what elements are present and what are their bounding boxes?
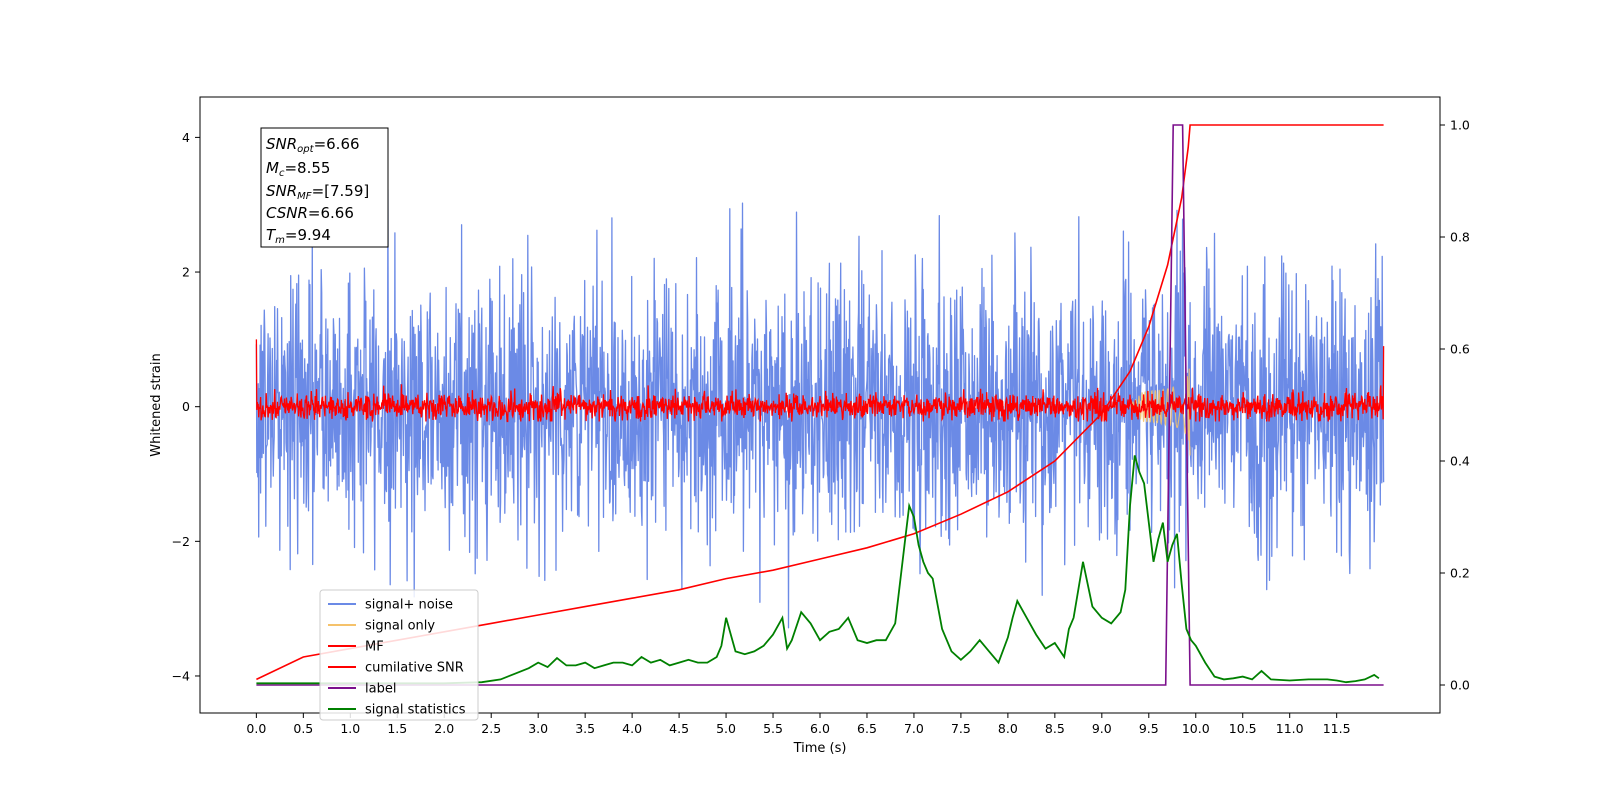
x-tick-label: 5.0	[716, 721, 736, 736]
y-tick-label: −2	[172, 534, 190, 549]
x-tick-label: 11.0	[1276, 721, 1304, 736]
annotation-box: SNRopt=6.66 Mc=8.55 SNRMF=[7.59] CSNR=6.…	[260, 127, 389, 248]
x-tick-label: 0.0	[246, 721, 266, 736]
y2-tick-label: 0.2	[1450, 566, 1470, 581]
y2-tick-label: 0.6	[1450, 342, 1470, 357]
legend-label: signal statistics	[365, 703, 466, 718]
x-tick-label: 8.5	[1045, 721, 1065, 736]
y-tick-label: −4	[172, 668, 190, 683]
x-tick-label: 0.5	[293, 721, 313, 736]
x-tick-label: 4.5	[669, 721, 689, 736]
legend-label: signal+ noise	[365, 598, 453, 613]
y-axis-label: Whitened strain	[149, 353, 164, 456]
x-axis-label: Time (s)	[793, 741, 847, 756]
x-tick-label: 3.5	[575, 721, 595, 736]
y-tick-label: 2	[182, 265, 190, 280]
x-tick-label: 1.5	[387, 721, 407, 736]
y-tick-label: 4	[182, 130, 190, 145]
x-tick-label: 9.5	[1139, 721, 1159, 736]
y2-tick-label: 0.0	[1450, 678, 1470, 693]
y-tick-label: 0	[182, 399, 190, 414]
legend: signal+ noise signal only MF cumilative SNR…	[319, 589, 479, 721]
x-tick-label: 9.0	[1092, 721, 1112, 736]
x-tick-label: 2.0	[434, 721, 454, 736]
y2-axis-ticks: 0.0 0.2 0.4 0.6 0.8 1.0	[1440, 118, 1470, 693]
x-tick-label: 7.5	[951, 721, 971, 736]
label-line	[256, 124, 1384, 686]
annotation-tm: Tm=9.94	[266, 226, 331, 246]
x-tick-label: 1.0	[340, 721, 360, 736]
x-tick-label: 2.5	[481, 721, 501, 736]
y2-tick-label: 0.4	[1450, 454, 1470, 469]
x-tick-label: 5.5	[763, 721, 783, 736]
y-axis-ticks: −4 −2 0 2 4	[172, 130, 200, 683]
x-tick-label: 6.5	[857, 721, 877, 736]
annotation-mc: Mc=8.55	[266, 159, 330, 179]
y2-tick-label: 1.0	[1450, 118, 1470, 133]
annotation-snr-mf: SNRMF=[7.59]	[266, 182, 369, 202]
x-tick-label: 11.5	[1323, 721, 1351, 736]
legend-frame	[319, 589, 479, 721]
legend-label: cumilative SNR	[365, 661, 464, 676]
signal-statistics-line	[256, 455, 1380, 685]
x-tick-label: 4.0	[622, 721, 642, 736]
legend-label: label	[365, 682, 396, 697]
x-axis-ticks: 0.0 0.5 1.0 1.5 2.0 2.5 3.0 3.5 4.0 4.5 5.0 5.5 6.0 6…	[246, 713, 1351, 736]
x-tick-label: 3.0	[528, 721, 548, 736]
mf-line	[255, 339, 1385, 423]
annotation-snr-opt: SNRopt=6.66	[266, 135, 360, 155]
x-tick-label: 8.0	[998, 721, 1018, 736]
annotation-csnr: CSNR=6.66	[266, 204, 354, 222]
annotation-frame	[260, 127, 389, 248]
x-tick-label: 10.0	[1182, 721, 1210, 736]
legend-label: MF	[365, 640, 384, 655]
x-tick-label: 6.0	[810, 721, 830, 736]
legend-label: signal only	[365, 619, 435, 634]
x-tick-label: 7.0	[904, 721, 924, 736]
y2-tick-label: 0.8	[1450, 230, 1470, 245]
x-tick-label: 10.5	[1229, 721, 1257, 736]
